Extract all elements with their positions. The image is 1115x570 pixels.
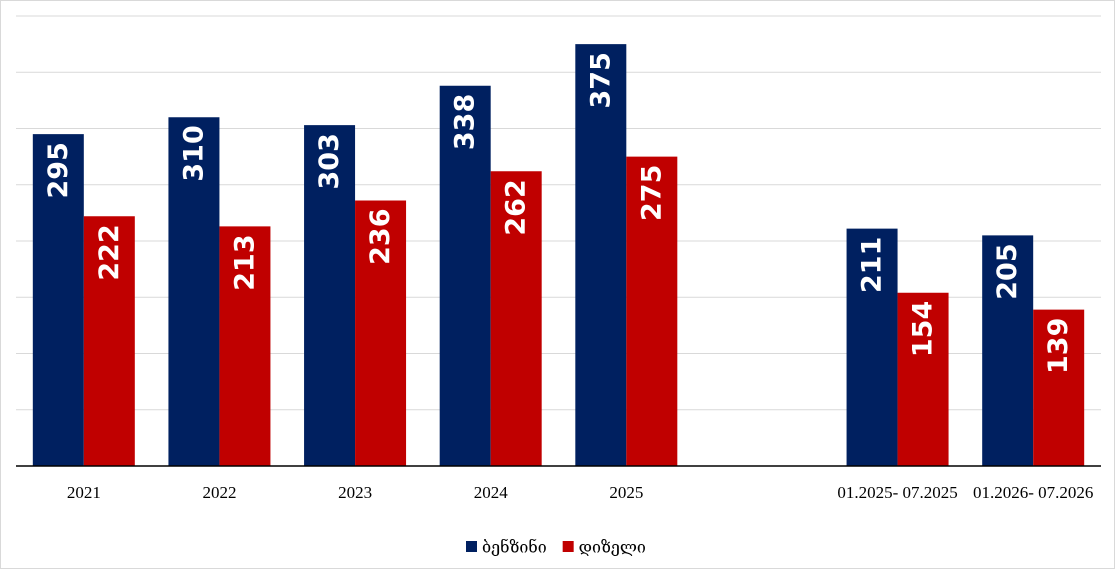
bar-series2 — [83, 216, 135, 466]
bar-series2 — [1033, 309, 1085, 466]
bar-value-label: 295 — [43, 142, 74, 198]
bar-value-label: 236 — [365, 209, 396, 265]
bar-value-label: 139 — [1043, 318, 1074, 374]
bar-value-label: 154 — [908, 301, 939, 357]
legend-label: ბენზინი — [482, 538, 547, 557]
bar-value-label: 213 — [229, 234, 260, 290]
bar-series1 — [168, 117, 220, 466]
bar-value-label: 211 — [857, 237, 888, 293]
legend-swatch — [562, 541, 574, 552]
bar-series2 — [355, 200, 407, 466]
bar-value-label: 375 — [585, 52, 616, 108]
bar-series2 — [219, 226, 271, 466]
bar-series1 — [304, 125, 356, 466]
x-tick-label: 2021 — [67, 483, 101, 502]
bar-value-label: 205 — [992, 243, 1023, 299]
x-tick-label: 01.2026- 07.2026 — [973, 483, 1093, 502]
legend-swatch — [466, 541, 477, 552]
x-tick-label: 2022 — [202, 483, 236, 502]
legend-label: დიზელი — [579, 538, 646, 557]
bar-series1 — [846, 228, 898, 466]
bar-value-label: 338 — [450, 94, 481, 150]
bar-series1 — [439, 85, 491, 466]
bar-series1 — [982, 235, 1034, 466]
bars: 295 222 310 213 303 236 338 262 375 275 211 154 205 1… — [32, 44, 1085, 466]
legend: ბენზინი დიზელი — [466, 538, 646, 557]
bar-value-label: 303 — [314, 133, 345, 189]
bar-value-label: 275 — [636, 165, 667, 221]
x-tick-label: 2024 — [474, 483, 509, 502]
bar-series1 — [575, 44, 627, 466]
bar-series2 — [490, 171, 542, 466]
x-tick-label: 2023 — [338, 483, 372, 502]
x-tick-labels: 2021 2022 2023 2024 2025 01.2025- 07.2025 01.2… — [67, 483, 1094, 502]
bar-series2 — [897, 292, 949, 466]
x-tick-label: 2025 — [609, 483, 643, 502]
bar-series2 — [626, 156, 678, 466]
bar-value-label: 222 — [94, 224, 125, 280]
bar-series1 — [32, 134, 84, 466]
bar-value-label: 262 — [501, 179, 532, 235]
x-tick-label: 01.2025- 07.2025 — [837, 483, 957, 502]
bar-value-label: 310 — [178, 125, 209, 181]
